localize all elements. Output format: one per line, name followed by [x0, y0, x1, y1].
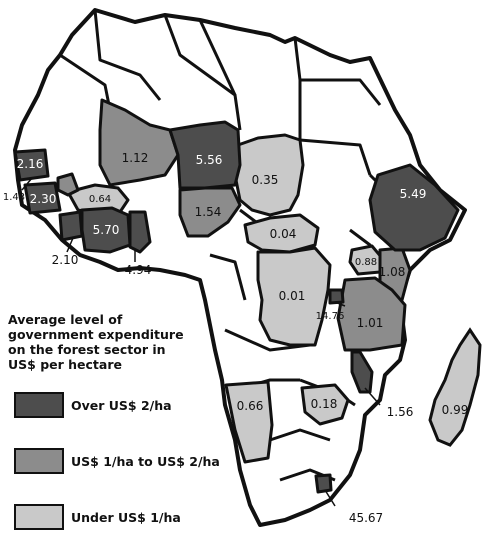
- value-label-tanzania: 1.01: [357, 316, 384, 330]
- region-gambia: [13, 148, 50, 182]
- region-niger: [168, 120, 242, 190]
- legend-label-mid: US$ 1/ha to US$ 2/ha: [71, 453, 220, 469]
- value-label-ghana: 4.94: [125, 263, 152, 277]
- region-chad: [233, 133, 305, 217]
- value-label-kenya: 1.08: [379, 265, 406, 279]
- high-category-regions: [13, 120, 460, 494]
- value-label-zimbabwe: 0.18: [311, 397, 338, 411]
- region-senegal-mid: [56, 172, 80, 197]
- low-category-regions: [66, 133, 384, 464]
- region-malawi: [350, 350, 374, 394]
- legend-swatch-low: [14, 504, 64, 530]
- region-cote-divoire: [80, 206, 132, 254]
- legend-item-high: Over US$ 2/ha: [14, 392, 172, 418]
- legend-title: Average level of government expenditure …: [8, 312, 184, 372]
- region-drc: [256, 246, 332, 347]
- value-label-swaziland: 45.67: [349, 511, 383, 525]
- region-car: [243, 213, 320, 254]
- value-label-sierra-leone: 2.10: [52, 253, 79, 267]
- value-label-uganda: 0.88: [355, 257, 377, 268]
- region-ghana: [128, 210, 152, 254]
- mid-category-regions: [56, 98, 412, 352]
- value-label-ethiopia: 5.49: [400, 187, 427, 201]
- region-ethiopia: [368, 163, 460, 252]
- value-label-madagascar: 0.99: [442, 403, 469, 417]
- value-label-senegal: 1.43: [3, 192, 25, 203]
- value-label-drc: 0.01: [279, 289, 306, 303]
- legend-item-mid: US$ 1/ha to US$ 2/ha: [14, 448, 220, 474]
- value-label-chad: 0.35: [252, 173, 279, 187]
- africa-outline: [13, 8, 467, 527]
- value-label-guinea: 0.64: [89, 194, 111, 205]
- value-label-gambia: 2.16: [17, 157, 44, 171]
- value-label-cote-divoire: 5.70: [93, 223, 120, 237]
- region-guinea-bissau: [23, 181, 62, 215]
- leader-lines: [21, 177, 381, 507]
- legend-label-high: Over US$ 2/ha: [71, 397, 172, 413]
- value-label-guinea-bissau: 2.30: [30, 192, 57, 206]
- region-swaziland: [314, 473, 333, 494]
- region-namibia: [224, 380, 274, 464]
- legend-swatch-high: [14, 392, 64, 418]
- value-label-rwanda: 14.76: [316, 311, 345, 322]
- value-label-car: 0.04: [270, 227, 297, 241]
- region-tanzania: [336, 276, 407, 352]
- value-labels: 2.16 1.43 2.30 0.64 2.10 5.70 4.94 1.12 …: [3, 151, 468, 525]
- legend-label-low: Under US$ 1/ha: [71, 509, 181, 525]
- region-madagascar: [428, 327, 482, 447]
- region-sierra-leone: [58, 210, 84, 242]
- value-label-namibia: 0.66: [237, 399, 264, 413]
- value-label-malawi: 1.56: [387, 405, 414, 419]
- legend-swatch-mid: [14, 448, 64, 474]
- value-label-niger: 5.56: [196, 153, 223, 167]
- legend-item-low: Under US$ 1/ha: [14, 504, 181, 530]
- value-label-nigeria: 1.54: [195, 205, 222, 219]
- region-mali: [98, 98, 180, 187]
- region-rwanda: [328, 288, 345, 305]
- map-legend: Average level of government expenditure …: [8, 312, 238, 530]
- value-label-mali: 1.12: [122, 151, 149, 165]
- region-zimbabwe: [300, 383, 350, 426]
